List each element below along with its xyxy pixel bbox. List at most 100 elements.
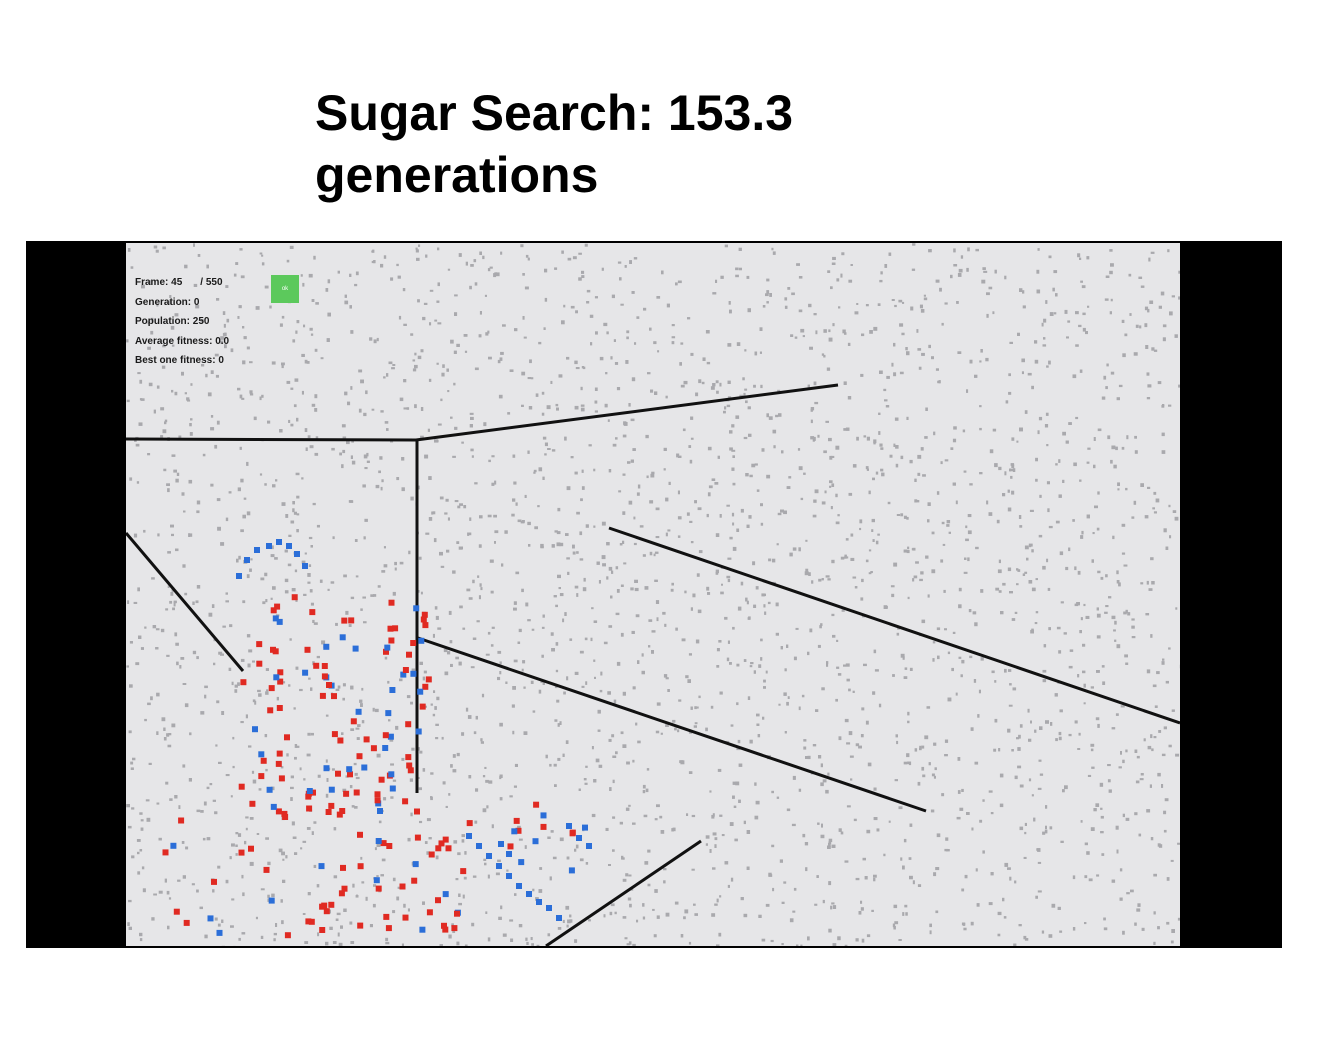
sugar-particle: [937, 380, 941, 384]
sugar-particle: [1018, 734, 1021, 739]
sugar-particle: [171, 723, 176, 728]
sugar-particle: [1146, 669, 1151, 674]
sugar-particle: [608, 469, 612, 473]
sugar-particle: [1157, 381, 1162, 385]
sugar-particle: [390, 796, 394, 799]
sugar-particle: [309, 327, 313, 331]
sugar-particle: [919, 747, 922, 751]
sugar-particle: [714, 903, 718, 906]
sugar-particle: [664, 623, 667, 627]
sugar-particle: [127, 600, 130, 604]
sugar-particle: [766, 278, 770, 282]
sugar-particle: [189, 423, 192, 427]
sugar-particle: [499, 797, 503, 801]
agent: [582, 824, 588, 831]
sugar-particle: [524, 494, 527, 498]
sugar-particle: [383, 255, 387, 259]
sugar-particle: [668, 481, 671, 485]
agent: [388, 599, 395, 606]
sugar-particle: [1125, 817, 1130, 821]
sugar-particle: [864, 876, 868, 880]
sugar-particle: [449, 640, 453, 644]
sugar-particle: [791, 823, 796, 827]
sugar-particle: [871, 529, 874, 532]
sugar-particle: [412, 359, 416, 362]
sugar-particle: [1155, 498, 1160, 503]
sugar-particle: [137, 871, 141, 875]
sugar-particle: [129, 477, 133, 481]
sugar-particle: [747, 406, 751, 410]
sugar-particle: [1035, 578, 1038, 581]
sugar-particle: [538, 341, 542, 345]
sugar-particle: [976, 903, 980, 907]
sugar-particle: [879, 279, 883, 283]
sugar-particle: [156, 731, 159, 735]
sugar-particle: [813, 436, 816, 441]
sugar-particle: [231, 843, 235, 847]
sugar-particle: [710, 705, 714, 709]
sugar-particle: [585, 681, 588, 685]
agent: [415, 728, 422, 735]
agent: [375, 800, 382, 807]
sugar-particle: [576, 551, 579, 554]
sugar-particle: [246, 634, 251, 638]
sugar-particle: [156, 303, 159, 307]
sugar-particle: [337, 932, 340, 937]
sugar-particle: [935, 867, 940, 871]
sugar-particle: [616, 387, 621, 391]
sugar-particle: [430, 797, 433, 801]
sugar-particle: [531, 943, 534, 946]
sugar-particle: [344, 294, 347, 298]
sugar-particle: [1077, 253, 1081, 258]
sugar-particle: [363, 621, 367, 624]
sugar-particle: [888, 252, 892, 256]
sugar-particle: [784, 297, 788, 301]
sugar-particle: [763, 604, 766, 608]
sugar-particle: [888, 820, 891, 823]
sugar-particle: [622, 511, 626, 515]
sugar-particle: [532, 888, 535, 892]
sugar-particle: [363, 454, 368, 459]
sugar-particle: [844, 554, 847, 558]
sugar-particle: [873, 649, 877, 654]
sugar-particle: [221, 919, 224, 923]
sugar-particle: [698, 550, 703, 554]
sugar-particle: [527, 619, 531, 622]
sugar-particle: [635, 722, 638, 726]
sugar-particle: [580, 407, 585, 412]
sugar-particle: [305, 447, 308, 451]
sugar-particle: [288, 419, 291, 423]
sugar-particle: [467, 532, 472, 536]
sugar-particle: [953, 248, 956, 253]
sugar-particle: [242, 892, 245, 897]
sugar-particle: [901, 332, 905, 336]
sugar-particle: [174, 313, 179, 317]
sugar-particle: [183, 510, 186, 513]
sugar-particle: [557, 574, 561, 579]
sugar-particle: [134, 439, 137, 442]
sugar-particle: [140, 827, 144, 831]
wall: [126, 437, 417, 442]
sugar-particle: [912, 243, 916, 246]
sugar-particle: [775, 414, 779, 418]
sugar-particle: [800, 944, 803, 946]
sugar-particle: [140, 647, 144, 650]
sugar-particle: [1035, 611, 1039, 614]
agent: [357, 863, 364, 870]
sugar-particle: [986, 500, 989, 505]
agent: [357, 922, 364, 929]
sugar-particle: [417, 355, 422, 360]
sugar-particle: [210, 427, 215, 431]
agent: [498, 841, 504, 847]
sugar-particle: [593, 468, 596, 472]
sugar-particle: [148, 762, 152, 765]
sugar-particle: [240, 478, 244, 483]
sugar-particle: [1161, 432, 1165, 437]
sugar-particle: [601, 267, 604, 271]
sugar-particle: [245, 714, 248, 719]
sugar-particle: [499, 774, 503, 778]
sugar-particle: [900, 513, 904, 517]
sugar-particle: [207, 392, 212, 397]
sugar-particle: [1110, 459, 1113, 464]
sugar-particle: [756, 489, 760, 492]
